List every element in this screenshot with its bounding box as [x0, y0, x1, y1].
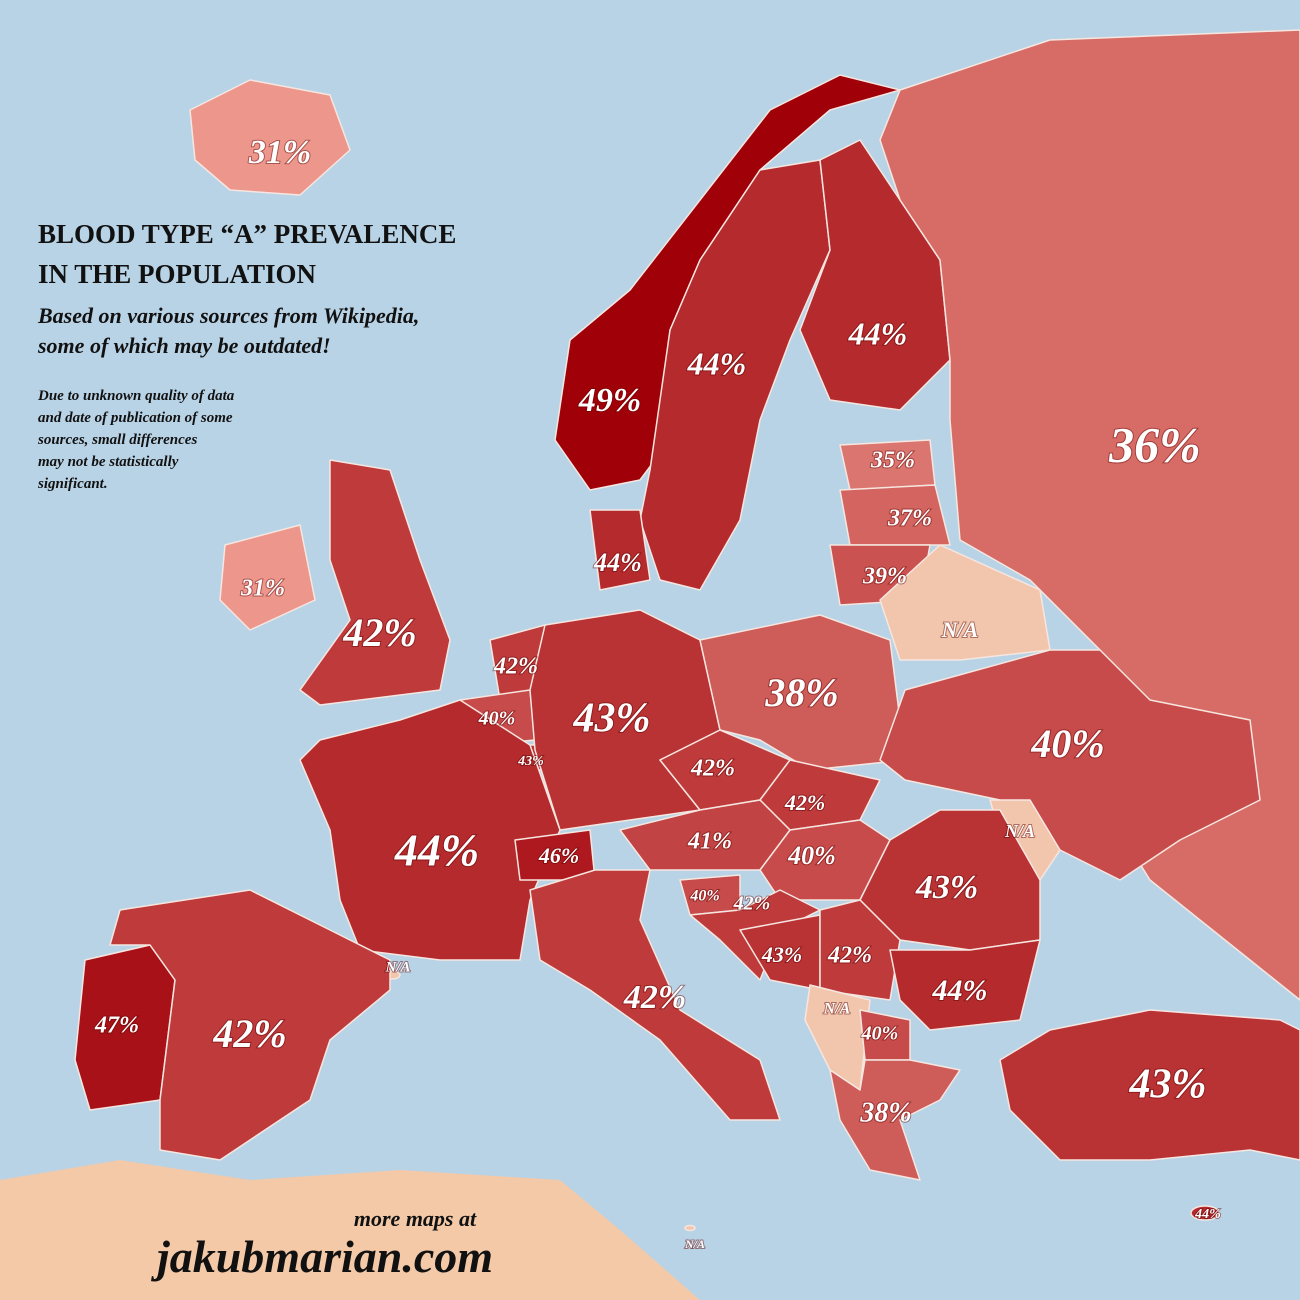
- region: [109, 889, 391, 1161]
- region-label: 38%: [764, 670, 838, 715]
- region-label: 41%: [687, 829, 732, 855]
- subtitle: Based on various sources from Wikipedia,: [37, 303, 419, 328]
- region: [999, 1009, 1300, 1161]
- region-label: 36%: [1108, 416, 1201, 472]
- note: significant.: [37, 476, 108, 492]
- region-label: N/A: [941, 617, 979, 642]
- title: BLOOD TYPE “A” PREVALENCE: [38, 219, 456, 249]
- regions: [74, 29, 1300, 1232]
- region-label: 44%: [1194, 1207, 1221, 1222]
- note: and date of publication of some: [38, 410, 233, 426]
- region: [889, 939, 1041, 1031]
- region-label: 44%: [932, 974, 988, 1007]
- region-label: 40%: [861, 1023, 899, 1045]
- region: [299, 459, 451, 706]
- region-label: 46%: [538, 843, 579, 868]
- region-label: 40%: [478, 708, 516, 730]
- region-label: 42%: [212, 1011, 286, 1056]
- region-label: 42%: [493, 654, 538, 680]
- region: [859, 809, 1041, 951]
- note: Due to unknown quality of data: [37, 388, 235, 404]
- region: [839, 484, 951, 546]
- region-label: 42%: [733, 893, 771, 915]
- region-label: 43%: [517, 754, 544, 769]
- region-label: N/A: [684, 1237, 705, 1251]
- region-label: 37%: [887, 506, 932, 532]
- region-label: 43%: [573, 696, 651, 742]
- region: [879, 649, 1261, 881]
- region: [589, 509, 651, 591]
- region: [1190, 1205, 1220, 1221]
- region-label: 42%: [342, 610, 416, 655]
- region-label: 49%: [578, 382, 641, 419]
- region-label: 43%: [915, 869, 978, 906]
- region: [799, 139, 951, 411]
- region-label: 42%: [623, 979, 686, 1016]
- region: [639, 159, 831, 591]
- region-label: 44%: [593, 548, 642, 577]
- region-label: 42%: [827, 943, 872, 969]
- region: [529, 869, 781, 1121]
- region: [699, 614, 906, 771]
- region-label: 44%: [687, 345, 747, 381]
- region-label: 42%: [784, 790, 825, 815]
- region-label: 39%: [862, 564, 907, 590]
- region-labels: 31% 49% 44% 44% 36% 35% 37% 39% N/A 31% 42% 44% 42% 4…: [93, 133, 1222, 1252]
- region-label: 35%: [870, 448, 915, 474]
- note: may not be statistically: [38, 454, 179, 470]
- footer-line: more maps at: [354, 1206, 477, 1231]
- region-label: 47%: [94, 1013, 139, 1039]
- region-label: 42%: [690, 756, 735, 782]
- region-label: 40%: [689, 888, 719, 905]
- region: [299, 699, 561, 961]
- region: [189, 79, 351, 196]
- region-label: 43%: [1129, 1062, 1207, 1108]
- region-label: 31%: [240, 576, 285, 602]
- region-label: 40%: [787, 841, 836, 870]
- note: sources, small differences: [37, 432, 197, 448]
- region: [684, 1224, 696, 1232]
- region-label: 40%: [1030, 721, 1104, 766]
- region-label: N/A: [384, 959, 410, 975]
- africa: [0, 1160, 700, 1300]
- region-label: N/A: [823, 1001, 851, 1018]
- title: IN THE POPULATION: [38, 259, 317, 289]
- region-label: 44%: [848, 315, 908, 351]
- region-label: 44%: [394, 825, 479, 876]
- region-label: 38%: [859, 1097, 911, 1128]
- region: [219, 524, 316, 631]
- region-label: 31%: [248, 134, 311, 171]
- region-label: 43%: [761, 942, 802, 967]
- footer-site: jakubmarian.com: [150, 1231, 493, 1282]
- subtitle: some of which may be outdated!: [37, 333, 331, 358]
- region: [829, 1059, 961, 1181]
- region-label: N/A: [1004, 821, 1035, 841]
